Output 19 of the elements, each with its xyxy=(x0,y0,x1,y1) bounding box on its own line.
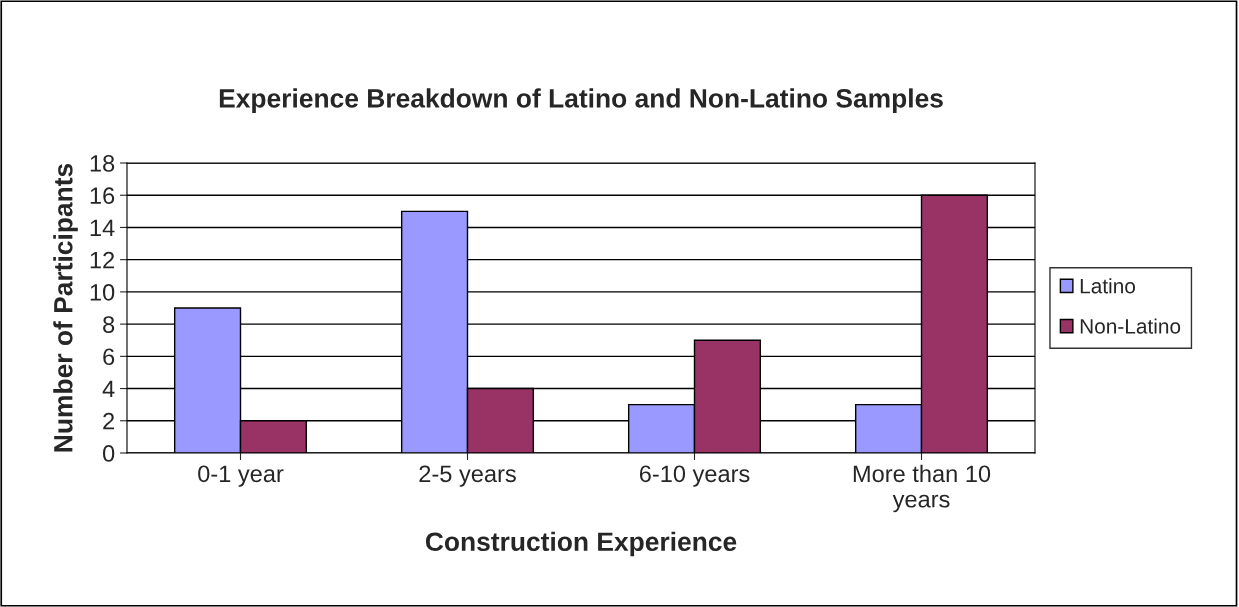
y-tick-label: 0 xyxy=(102,445,115,462)
y-axis-title: Number of Participants xyxy=(53,163,78,452)
x-tick-label: 6-10 years xyxy=(639,465,750,487)
y-tick-label: 8 xyxy=(103,316,115,333)
x-tick-label: More than 10 years xyxy=(853,464,991,513)
x-tick-label: 0-1 year xyxy=(198,465,284,487)
chart-title: Experience Breakdown of Latino and Non-Latino Samples xyxy=(219,88,943,113)
y-tick-label: 18 xyxy=(90,155,115,172)
y-tick-label: 14 xyxy=(90,219,115,236)
legend-label: Non-Latino xyxy=(1080,318,1181,334)
y-tick-label: 12 xyxy=(90,251,115,269)
y-tick-label: 10 xyxy=(90,283,115,301)
y-tick-label: 2 xyxy=(103,412,115,430)
y-tick-label: 16 xyxy=(90,187,115,205)
x-axis-title: Construction Experience xyxy=(425,531,737,557)
x-tick-label: 2-5 years xyxy=(419,465,516,487)
legend-label: Latino xyxy=(1080,278,1136,294)
y-tick-label: 6 xyxy=(103,348,115,366)
y-tick-label: 4 xyxy=(102,380,115,398)
